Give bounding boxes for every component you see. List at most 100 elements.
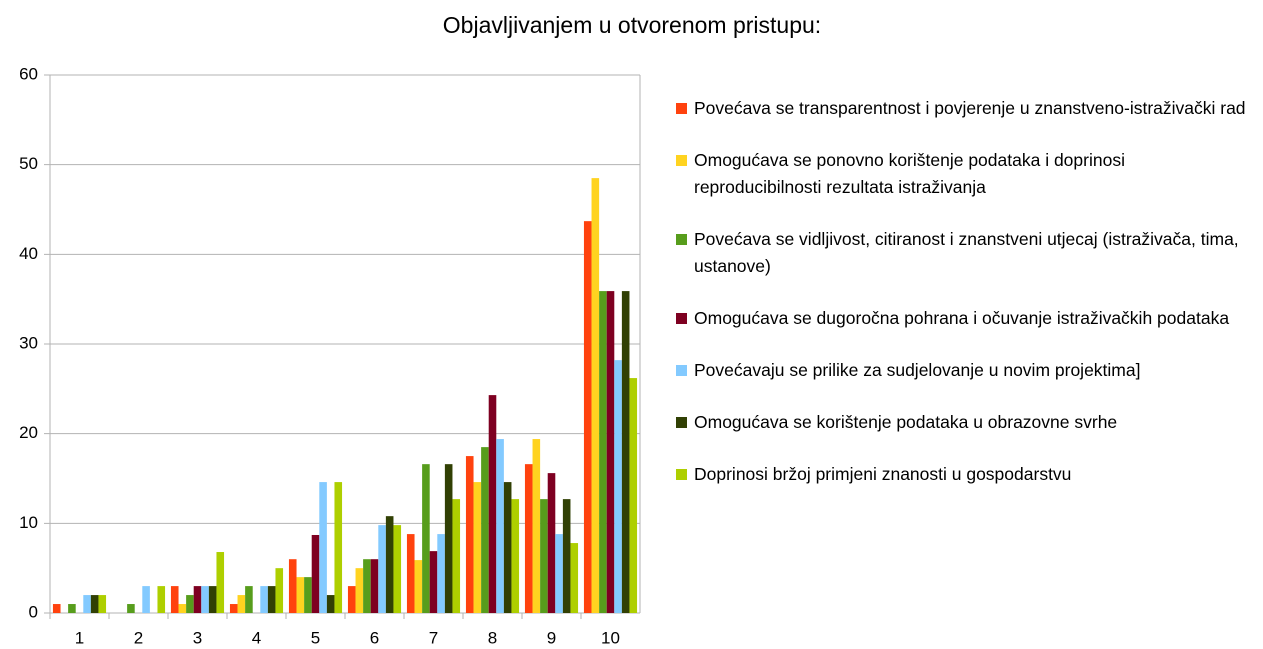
bar xyxy=(245,586,253,613)
bar xyxy=(370,559,379,613)
bar xyxy=(547,473,556,613)
x-tick-label: 5 xyxy=(311,628,320,647)
bar xyxy=(178,604,187,613)
legend-item: Doprinosi bržoj primjeni znanosti u gosp… xyxy=(676,461,1256,488)
legend-label: Omogućava se korištenje podataka u obraz… xyxy=(694,412,1118,432)
bar xyxy=(540,499,548,613)
bar xyxy=(481,447,489,613)
bar xyxy=(532,439,541,613)
bar xyxy=(127,604,135,613)
x-tick-label: 8 xyxy=(488,628,497,647)
y-tick-label: 0 xyxy=(29,602,38,621)
x-tick-label: 7 xyxy=(429,628,438,647)
bar xyxy=(326,595,335,613)
legend-label: Omogućava se dugoročna pohrana i očuvanj… xyxy=(694,308,1230,328)
bar xyxy=(347,586,356,613)
bar xyxy=(142,586,150,613)
bar xyxy=(68,604,76,613)
x-tick-label: 3 xyxy=(193,628,202,647)
legend-swatch xyxy=(676,313,687,324)
legend-item: Povećavaju se prilike za sudjelovanje u … xyxy=(676,357,1256,384)
bar xyxy=(473,482,482,613)
bar xyxy=(98,595,107,613)
y-tick-label: 10 xyxy=(19,513,38,532)
legend-label: Povećavaju se prilike za sudjelovanje u … xyxy=(694,360,1141,380)
bar xyxy=(496,439,504,613)
bar xyxy=(170,586,179,613)
legend-item: Omogućava se korištenje podataka u obraz… xyxy=(676,409,1256,436)
bar xyxy=(583,221,592,613)
bar xyxy=(90,595,99,613)
legend-label: Povećava se vidljivost, citiranost i zna… xyxy=(694,229,1239,276)
legend: Povećava se transparentnost i povjerenje… xyxy=(676,95,1256,513)
bar xyxy=(599,291,607,613)
bar xyxy=(629,378,638,613)
x-tick-label: 1 xyxy=(75,628,84,647)
legend-item: Povećava se transparentnost i povjerenje… xyxy=(676,95,1256,122)
bar xyxy=(452,499,461,613)
bar xyxy=(562,499,571,613)
bar xyxy=(319,482,327,613)
bar xyxy=(393,525,402,613)
bar xyxy=(437,534,445,613)
bar xyxy=(334,482,343,613)
bar xyxy=(208,586,217,613)
legend-label: Omogućava se ponovno korištenje podataka… xyxy=(694,150,1125,197)
bar xyxy=(201,586,209,613)
bar xyxy=(260,586,268,613)
legend-swatch xyxy=(676,469,687,480)
bar xyxy=(385,516,394,613)
bar xyxy=(52,604,61,613)
bar xyxy=(355,568,364,613)
bar xyxy=(83,595,91,613)
y-tick-label: 60 xyxy=(19,64,38,83)
bar xyxy=(304,577,312,613)
bar xyxy=(488,395,497,613)
bar xyxy=(288,559,297,613)
bar xyxy=(414,560,423,613)
bar xyxy=(465,456,474,613)
x-tick-label: 4 xyxy=(252,628,261,647)
bar xyxy=(406,534,415,613)
legend-swatch xyxy=(676,365,687,376)
bar xyxy=(621,291,630,613)
bar xyxy=(157,586,166,613)
bar xyxy=(267,586,276,613)
bar xyxy=(591,178,600,613)
bar xyxy=(444,464,453,613)
bar xyxy=(186,595,194,613)
legend-item: Povećava se vidljivost, citiranost i zna… xyxy=(676,226,1256,280)
y-tick-label: 20 xyxy=(19,423,38,442)
bar xyxy=(524,464,533,613)
bar xyxy=(193,586,202,613)
bar xyxy=(503,482,512,613)
bar xyxy=(555,534,563,613)
x-tick-label: 9 xyxy=(547,628,556,647)
bar xyxy=(296,577,305,613)
bar xyxy=(606,291,615,613)
bar xyxy=(237,595,246,613)
bar xyxy=(363,559,371,613)
bar xyxy=(570,543,579,613)
x-tick-label: 10 xyxy=(601,628,620,647)
legend-item: Omogućava se ponovno korištenje podataka… xyxy=(676,147,1256,201)
bar xyxy=(614,360,622,613)
x-tick-label: 6 xyxy=(370,628,379,647)
chart-title: Objavljivanjem u otvorenom pristupu: xyxy=(443,12,821,38)
x-tick-label: 2 xyxy=(134,628,143,647)
y-tick-label: 30 xyxy=(19,333,38,352)
legend-item: Omogućava se dugoročna pohrana i očuvanj… xyxy=(676,305,1256,332)
bar xyxy=(311,534,320,613)
bar xyxy=(422,464,430,613)
bar xyxy=(378,525,386,613)
legend-swatch xyxy=(676,155,687,166)
legend-swatch xyxy=(676,417,687,428)
y-tick-label: 40 xyxy=(19,244,38,263)
legend-label: Doprinosi bržoj primjeni znanosti u gosp… xyxy=(694,464,1072,484)
y-tick-label: 50 xyxy=(19,154,38,173)
bar xyxy=(275,568,284,613)
legend-swatch xyxy=(676,234,687,245)
legend-swatch xyxy=(676,103,687,114)
